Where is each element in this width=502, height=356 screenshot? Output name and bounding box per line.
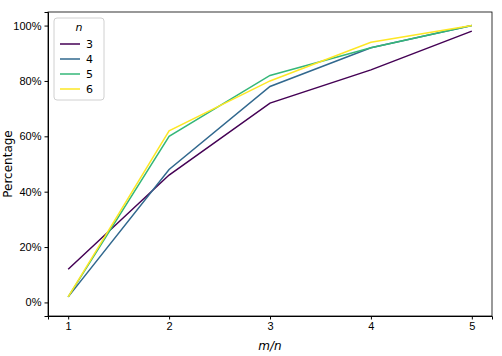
legend-label: 5 [86, 68, 93, 81]
x-axis-line [49, 317, 493, 320]
series-line [68, 26, 472, 297]
y-tick: 20% [19, 241, 48, 253]
y-tick-mark [45, 26, 49, 27]
x-tick-mark [371, 316, 372, 320]
y-tick-label: 100% [13, 20, 41, 32]
y-tick-label: 80% [19, 75, 41, 87]
series-line [68, 26, 472, 297]
legend-box [54, 18, 104, 100]
legend-label: 6 [86, 83, 93, 96]
x-tick-label: 1 [66, 320, 72, 332]
y-tick: 40% [19, 186, 48, 198]
x-tick: 4 [368, 316, 374, 332]
x-tick: 5 [469, 316, 475, 332]
y-tick: 60% [19, 130, 48, 142]
plot: 123450%20%40%60%80%100%n3456 [13, 12, 492, 332]
y-tick: 0% [26, 296, 48, 308]
chart: 123450%20%40%60%80%100%n3456m/nPercentag… [0, 0, 502, 356]
x-tick-label: 2 [167, 320, 173, 332]
series-line [68, 31, 472, 269]
y-tick-label: 20% [19, 241, 41, 253]
x-tick-mark [169, 316, 170, 320]
legend-swatch [60, 58, 80, 60]
x-axis-label: m/n [258, 339, 281, 353]
y-axis-label: Percentage [1, 130, 15, 198]
plot-frame [48, 12, 492, 316]
y-axis: 0% 20% 40% 60% 80% 100% [13, 13, 48, 317]
x-tick-mark [68, 316, 69, 320]
legend-label: 4 [86, 53, 93, 66]
legend: n3 4 5 6 [54, 18, 104, 100]
x-tick-mark [270, 316, 271, 320]
legend-swatch [60, 88, 80, 90]
x-tick-label: 5 [469, 320, 475, 332]
y-tick-label: 40% [19, 186, 41, 198]
legend-label: 3 [86, 38, 93, 51]
series-line [68, 26, 472, 297]
y-tick-mark [45, 192, 49, 193]
x-tick-mark [472, 316, 473, 320]
x-tick-label: 3 [267, 320, 273, 332]
y-tick-mark [45, 136, 49, 137]
legend-swatch [60, 73, 80, 75]
x-axis: 1 2 3 4 5 [49, 316, 493, 332]
y-tick: 80% [19, 75, 48, 87]
x-tick: 3 [267, 316, 273, 332]
y-tick-mark [45, 302, 49, 303]
y-tick-label: 60% [19, 130, 41, 142]
y-tick: 100% [13, 20, 48, 32]
y-tick-label: 0% [26, 296, 42, 308]
legend-title: n [76, 21, 83, 34]
x-tick-label: 4 [368, 320, 374, 332]
y-tick-mark [45, 247, 49, 248]
x-tick: 2 [167, 316, 173, 332]
x-tick: 1 [66, 316, 72, 332]
legend-swatch [60, 43, 80, 45]
y-tick-mark [45, 81, 49, 82]
lines [68, 26, 472, 297]
